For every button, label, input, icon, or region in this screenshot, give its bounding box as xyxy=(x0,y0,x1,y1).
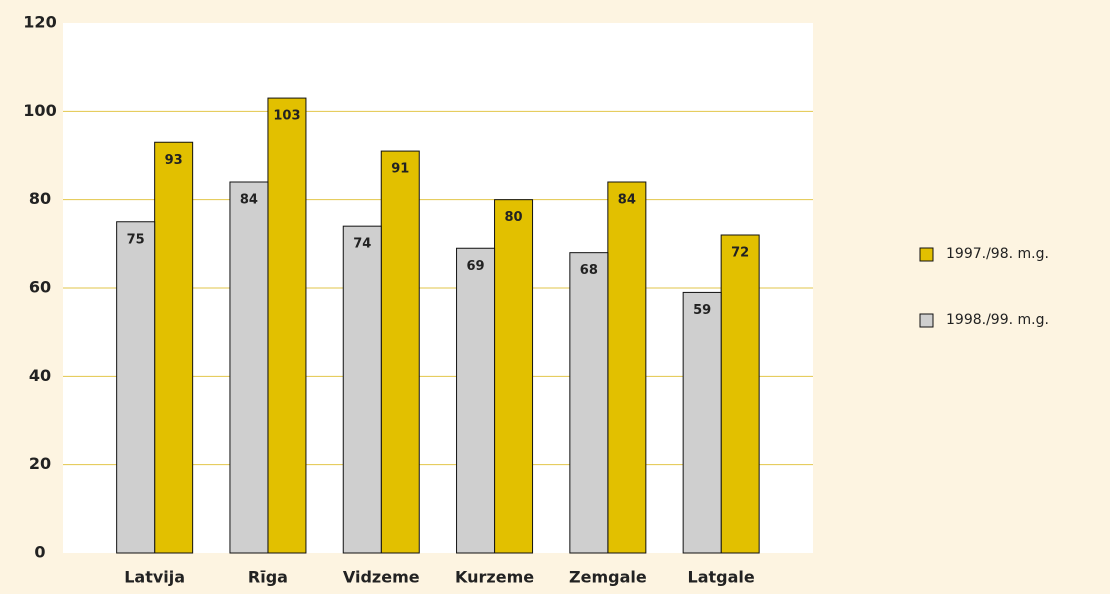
bar xyxy=(380,150,420,554)
y-tick-label: 20 xyxy=(29,454,51,473)
value-label: 84 xyxy=(618,193,636,208)
bar xyxy=(720,234,760,554)
x-tick-label: Kurzeme xyxy=(455,568,534,587)
y-tick-label: 100 xyxy=(23,101,56,120)
legend-swatch xyxy=(919,247,934,262)
y-tick-label: 40 xyxy=(29,366,51,385)
bar xyxy=(116,221,156,554)
bar xyxy=(267,97,307,554)
value-label: 75 xyxy=(127,232,145,247)
bar xyxy=(229,181,269,554)
x-tick-label: Latvija xyxy=(124,568,185,587)
value-label: 69 xyxy=(467,259,485,274)
value-label: 91 xyxy=(391,162,409,177)
x-tick-label: Vidzeme xyxy=(343,568,420,587)
x-tick-label: Zemgale xyxy=(569,568,647,587)
value-label: 74 xyxy=(353,237,371,252)
legend-label: 1998./99. m.g. xyxy=(946,312,1049,328)
value-label: 103 xyxy=(273,109,300,124)
bar xyxy=(494,199,534,554)
x-tick-label: Latgale xyxy=(688,568,755,587)
y-tick-label: 60 xyxy=(29,278,51,297)
y-tick-label: 80 xyxy=(29,189,51,208)
bar xyxy=(154,141,194,554)
value-label: 59 xyxy=(693,303,711,318)
value-label: 93 xyxy=(165,153,183,168)
x-tick-label: Rīga xyxy=(248,568,288,587)
y-tick-label: 0 xyxy=(34,543,45,562)
bar xyxy=(607,181,647,554)
legend-label: 1997./98. m.g. xyxy=(946,246,1049,262)
bar xyxy=(456,247,496,554)
legend-swatch xyxy=(919,313,934,328)
value-label: 68 xyxy=(580,263,598,278)
value-label: 80 xyxy=(505,210,523,225)
value-label: 72 xyxy=(731,246,749,261)
bar xyxy=(569,252,609,554)
y-tick-label: 120 xyxy=(23,13,56,32)
bar xyxy=(682,291,722,554)
value-label: 84 xyxy=(240,193,258,208)
bar xyxy=(342,225,382,554)
